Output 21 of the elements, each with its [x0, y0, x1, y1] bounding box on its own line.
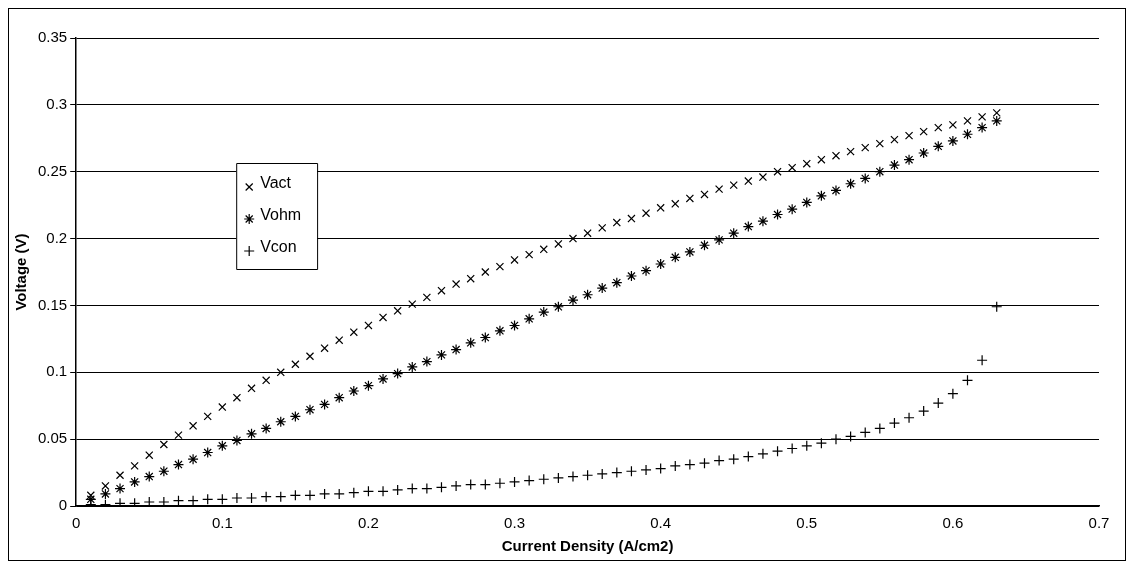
y-tick-label: 0.35	[37, 28, 68, 46]
y-tick-label: 0.2	[46, 228, 68, 246]
y-tick-label: 0.15	[37, 295, 68, 313]
x-tick-label: 0.7	[1088, 514, 1110, 532]
x-tick-label: 0.4	[650, 514, 672, 532]
y-axis-title: Voltage (V)	[12, 233, 30, 311]
legend-label: Vact	[260, 174, 292, 192]
legend-label: Vcon	[260, 238, 297, 256]
legend-label: Vohm	[260, 206, 302, 224]
x-tick-label: 0.2	[357, 514, 379, 532]
y-tick-label: 0	[58, 496, 68, 514]
y-tick-label: 0.1	[46, 362, 68, 380]
x-tick-label: 0.6	[942, 514, 964, 532]
y-tick-label: 0.3	[46, 95, 68, 112]
x-axis-title: Current Density (A/cm2)	[501, 537, 674, 555]
x-tick-label: 0.1	[211, 514, 233, 532]
x-tick-label: 0.5	[796, 514, 818, 532]
y-tick-label: 0.25	[37, 161, 68, 179]
x-tick-label: 0	[72, 514, 81, 532]
y-tick-label: 0.05	[37, 429, 68, 447]
x-tick-label: 0.3	[504, 514, 525, 532]
